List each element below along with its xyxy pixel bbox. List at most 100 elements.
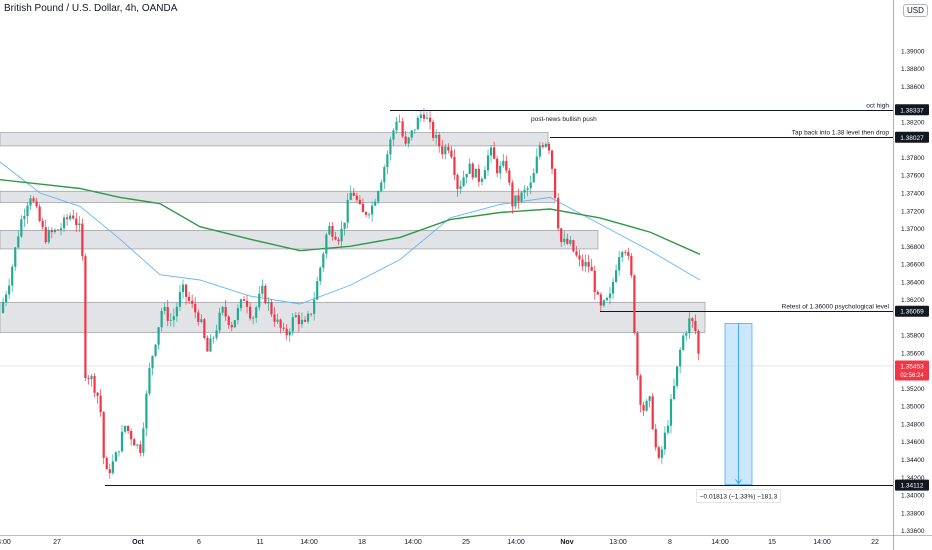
y-tick-6: 1.34800 [901, 421, 925, 428]
candle-body-168 [514, 195, 517, 207]
candle-body-0 [1, 302, 5, 313]
ma_fast-line [0, 161, 701, 305]
candle-body-197 [602, 300, 605, 306]
candle-body-14 [44, 227, 47, 243]
y-tick-23: 1.39000 [901, 48, 925, 55]
x-tick-15: 14:00 [813, 539, 831, 546]
candle-body-144 [441, 146, 444, 155]
candle-body-151 [462, 177, 465, 187]
candle-body-217 [663, 432, 666, 450]
candle-body-38 [117, 451, 121, 453]
candle-body-59 [181, 284, 185, 293]
candle-body-226 [691, 318, 694, 321]
candle-body-22 [69, 215, 72, 220]
y-tick-1: 1.33800 [901, 510, 925, 517]
candle-body-180 [550, 150, 554, 169]
candle-body-73 [224, 307, 227, 317]
candle-body-13 [41, 220, 44, 228]
candle-body-15 [47, 230, 50, 243]
candle-body-214 [654, 429, 657, 448]
candle-body-163 [499, 165, 502, 174]
candle-body-201 [615, 270, 618, 282]
candle-body-45 [139, 444, 142, 453]
candle-body-189 [578, 255, 581, 260]
candle-body-87 [267, 302, 270, 304]
candle-body-206 [630, 255, 633, 276]
candle-body-56 [172, 316, 175, 321]
candle-body-29 [90, 376, 93, 380]
candle-body-179 [547, 144, 551, 151]
candle-body-153 [468, 163, 471, 174]
candle-body-142 [435, 134, 438, 138]
y-tick-11: 1.36200 [901, 297, 925, 304]
candle-body-193 [590, 266, 593, 271]
candle-body-16 [50, 230, 53, 233]
candle-body-127 [389, 139, 392, 155]
candle-body-88 [270, 302, 273, 315]
candle-body-102 [313, 299, 316, 314]
annotations: post-news bullish push [531, 116, 597, 123]
candle-body-159 [486, 155, 490, 171]
horizontal-levels: oct high Tap back into 1.38 level then dr… [0, 103, 893, 486]
level-tag-2: 1.36069 [900, 309, 924, 316]
x-tick-11: 13:00 [609, 539, 627, 546]
candle-body-177 [541, 145, 544, 147]
y-tick-4: 1.34400 [901, 457, 925, 464]
candle-body-89 [273, 314, 276, 322]
candle-body-58 [178, 292, 182, 307]
supply-demand-zones [0, 132, 706, 333]
candle-body-9 [29, 198, 32, 206]
candle-body-23 [72, 215, 75, 219]
candle-body-161 [493, 147, 496, 159]
price-range-measure[interactable]: −0.01813 (−1.33%) −181.3 [696, 323, 781, 503]
level-tag-0: 1.38337 [900, 107, 924, 114]
y-tick-9: 1.35600 [901, 350, 925, 357]
candle-body-218 [666, 425, 670, 433]
level-tag-bg-2 [895, 305, 929, 317]
candle-body-170 [520, 192, 523, 201]
level-tag-bg-1 [895, 131, 929, 143]
candle-body-141 [432, 121, 435, 138]
candle-body-55 [169, 320, 172, 322]
candle-body-181 [554, 168, 557, 198]
candle-body-224 [685, 333, 688, 336]
candle-body-123 [377, 191, 380, 202]
candle-body-126 [386, 154, 389, 168]
candle-body-98 [300, 319, 304, 325]
y-tick-10: 1.35800 [901, 333, 925, 340]
candle-body-46 [142, 428, 145, 453]
candle-body-48 [148, 368, 151, 394]
candle-body-5 [17, 236, 20, 248]
candle-body-227 [694, 320, 697, 332]
candle-body-67 [206, 337, 209, 352]
candle-body-192 [587, 261, 590, 267]
candle-body-92 [282, 327, 285, 329]
zone-2 [0, 230, 599, 250]
y-tick-7: 1.35000 [901, 404, 925, 411]
candle-body-63 [194, 303, 197, 313]
measure-label-box [696, 489, 781, 503]
candle-body-204 [624, 252, 627, 253]
candle-body-212 [648, 396, 651, 401]
x-tick-12: 8 [668, 539, 672, 546]
y-tick-0: 1.33600 [901, 528, 925, 535]
candle-body-76 [233, 320, 236, 328]
candle-body-7 [23, 215, 26, 220]
candle-body-171 [523, 189, 526, 193]
candle-body-39 [120, 431, 124, 452]
candle-body-35 [108, 469, 111, 474]
candle-body-4 [14, 247, 17, 267]
zone-3 [0, 301, 706, 333]
y-tick-19: 1.37800 [901, 155, 925, 162]
candle-body-57 [175, 306, 178, 317]
measure-label: −0.01813 (−1.33%) −181.3 [700, 494, 778, 501]
candle-body-108 [331, 225, 334, 237]
candle-body-138 [422, 114, 426, 119]
currency-button[interactable]: USD [903, 4, 928, 17]
candle-body-149 [456, 175, 459, 189]
time-axis-bg [0, 535, 893, 550]
candle-body-186 [569, 240, 572, 244]
level-tag-bg-0 [895, 104, 929, 116]
